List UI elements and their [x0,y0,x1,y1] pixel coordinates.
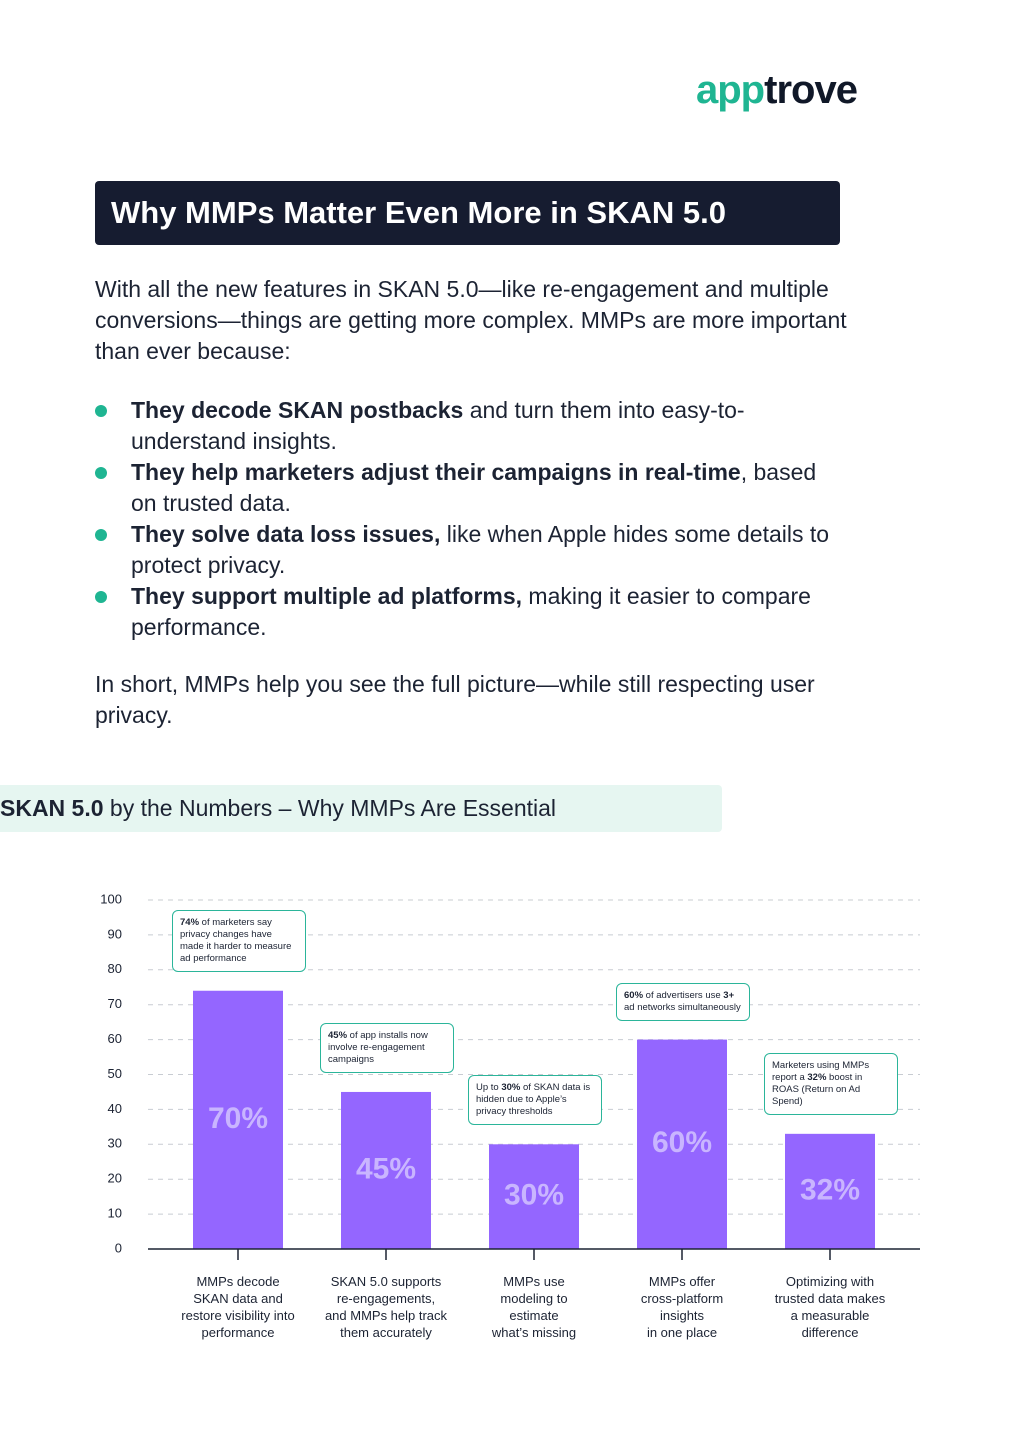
bar [637,1039,727,1249]
intro: With all the new features in SKAN 5.0—li… [95,276,847,364]
text-part: making it easier to compare performance. [131,583,811,640]
text-part: 60% [624,989,644,1001]
annotation: 45% of app installs now involve re-engag… [320,1022,454,1073]
annotation: 74% of marketers say privacy changes hav… [172,909,306,972]
annotation: Up to 30% of SKAN data is hidden due to … [468,1075,602,1126]
y-tick-label: 70 [108,996,122,1011]
y-tick-label: 40 [108,1101,122,1116]
annotation: Marketers using MMPs report a 32% boost … [764,1052,898,1115]
text-part: by the Numbers – Why MMPs Are Essential [103,795,557,821]
y-tick-label: 20 [108,1171,122,1186]
y-tick-label: 90 [108,926,122,941]
bullet-dot [95,529,107,541]
bar-label: 30% [504,1179,564,1212]
text-part: They decode SKAN postbacks [131,397,464,423]
subheading: SKAN 5.0 by the Numbers – Why MMPs Are E… [0,785,722,832]
y-tick-label: 80 [108,961,122,976]
text-part: of marketers say privacy changes have ma… [180,916,292,964]
text-part: They solve data loss issues, [131,521,441,547]
bullet-dot [95,591,107,603]
annotation: 60% of advertisers use 3+ ad networks si… [616,982,750,1021]
bullet-dot [95,405,107,417]
text-part: of advertisers use [643,989,724,1001]
x-tick-label: Optimizing with trusted data makes a mea… [774,1274,886,1340]
bar [489,1144,579,1249]
bar [341,1091,431,1249]
text-part: of app installs now involve re-engagemen… [328,1029,428,1065]
text-part: They support multiple ad platforms, [131,583,523,609]
text-part: Up to [476,1082,502,1094]
logo-accent: app [696,68,765,112]
text-part: Marketers using MMPs report a [772,1059,870,1083]
logo: apptrove [696,68,858,113]
x-tick-label: MMPs use modeling to estimate what’s mis… [491,1274,577,1340]
text-part: boost in ROAS (Return on Ad Spend) [772,1071,863,1107]
text-part: 45% [328,1029,348,1041]
bar [193,990,283,1249]
text-part: 74% [180,916,200,928]
y-tick-label: 60 [108,1031,122,1046]
x-tick-label: MMPs decode SKAN data and restore visibi… [181,1274,295,1340]
bar-label: 60% [652,1126,712,1159]
y-tick-label: 0 [115,1240,122,1255]
x-tick-label: MMPs offer cross-platform insights in on… [640,1274,724,1340]
title: Why MMPs Matter Even More in SKAN 5.0 [95,181,840,245]
text-part: 32% [807,1071,827,1083]
x-tick-label: SKAN 5.0 supports re-engagements, and MM… [324,1274,448,1340]
text-part: , based on trusted data. [131,459,817,516]
bullet-dot [95,467,107,479]
y-tick-label: 50 [108,1066,122,1081]
bullet: They help marketers adjust their campaig… [131,457,831,519]
text-part: SKAN 5.0 [0,795,104,821]
bar-label: 70% [208,1102,268,1135]
text-part: They help marketers adjust their campaig… [131,459,741,485]
text-part: 30% [501,1082,521,1094]
y-tick-label: 10 [108,1206,122,1221]
bullet: They decode SKAN postbacks and turn them… [131,395,831,457]
bar-label: 45% [356,1152,416,1185]
bullet: They support multiple ad platforms, maki… [131,581,831,643]
closing: In short, MMPs help you see the full pic… [95,671,815,728]
logo-rest: trove [764,68,858,112]
text-part: 3+ [723,989,735,1001]
text-part: of SKAN data is hidden due to Apple’s pr… [476,1082,591,1118]
y-tick-label: 30 [108,1136,122,1151]
text-part: like when Apple hides some details to pr… [131,521,830,578]
bar [785,1133,875,1249]
text-part: ad networks simultaneously [624,1001,741,1013]
bar-label: 32% [800,1173,860,1206]
y-tick-label: 100 [100,891,122,906]
text-part: and turn them into easy-to-understand in… [131,397,745,454]
bullet: They solve data loss issues, like when A… [131,519,831,581]
